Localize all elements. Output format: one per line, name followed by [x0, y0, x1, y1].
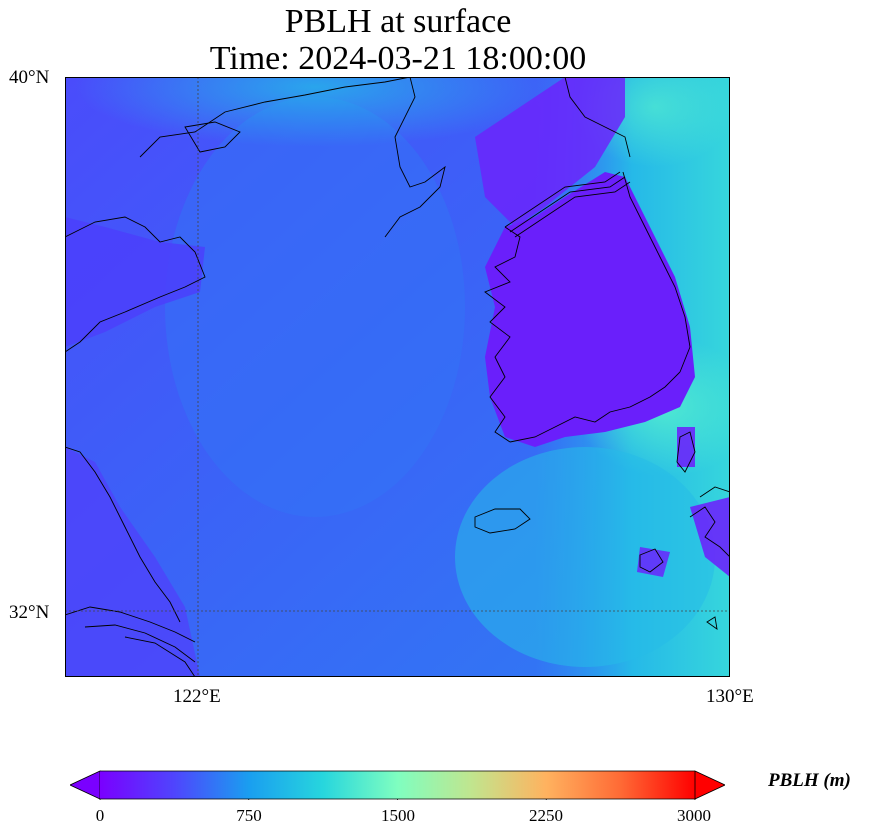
pblh-field-kyushu	[690, 497, 730, 577]
colorbar-tick-750: 750	[236, 806, 262, 825]
lat-tick-label-32n: 32°N	[9, 602, 50, 623]
colorbar-extend-high	[694, 770, 726, 800]
colorbar-tick-2250: 2250	[529, 806, 563, 825]
colorbar	[69, 770, 726, 803]
colorbar-tick-0: 0	[95, 806, 105, 825]
colorbar-gradient	[100, 771, 695, 799]
pblh-field-shandong	[65, 217, 205, 347]
plot-title-line1: PBLH at surface	[284, 3, 512, 40]
map-svg	[65, 77, 730, 677]
coastlines	[65, 77, 730, 677]
pblh-field-korea	[485, 172, 695, 447]
pblh-field-east-china-sea	[455, 447, 715, 667]
map-panel	[65, 77, 730, 677]
plot-title-line2: Time: 2024-03-21 18:00:00	[209, 40, 587, 77]
pblh-field-tsushima	[677, 427, 695, 467]
colorbar-extend-low	[69, 770, 101, 800]
lon-tick-label-122e: 122°E	[173, 686, 221, 707]
pblh-field-jiangsu	[65, 447, 200, 677]
map-border	[65, 77, 730, 677]
colorbar-svg	[69, 770, 726, 803]
colorbar-tick-1500: 1500	[381, 806, 415, 825]
colorbar-title: PBLH (m)	[768, 770, 851, 791]
pblh-field-korea-north	[475, 77, 625, 227]
lon-tick-label-130e: 130°E	[706, 686, 754, 707]
lat-tick-label-40n: 40°N	[9, 67, 50, 88]
pblh-field-bohai	[75, 77, 555, 147]
pblh-field-yellow-sea	[165, 97, 465, 517]
colorbar-tick-3000: 3000	[677, 806, 711, 825]
